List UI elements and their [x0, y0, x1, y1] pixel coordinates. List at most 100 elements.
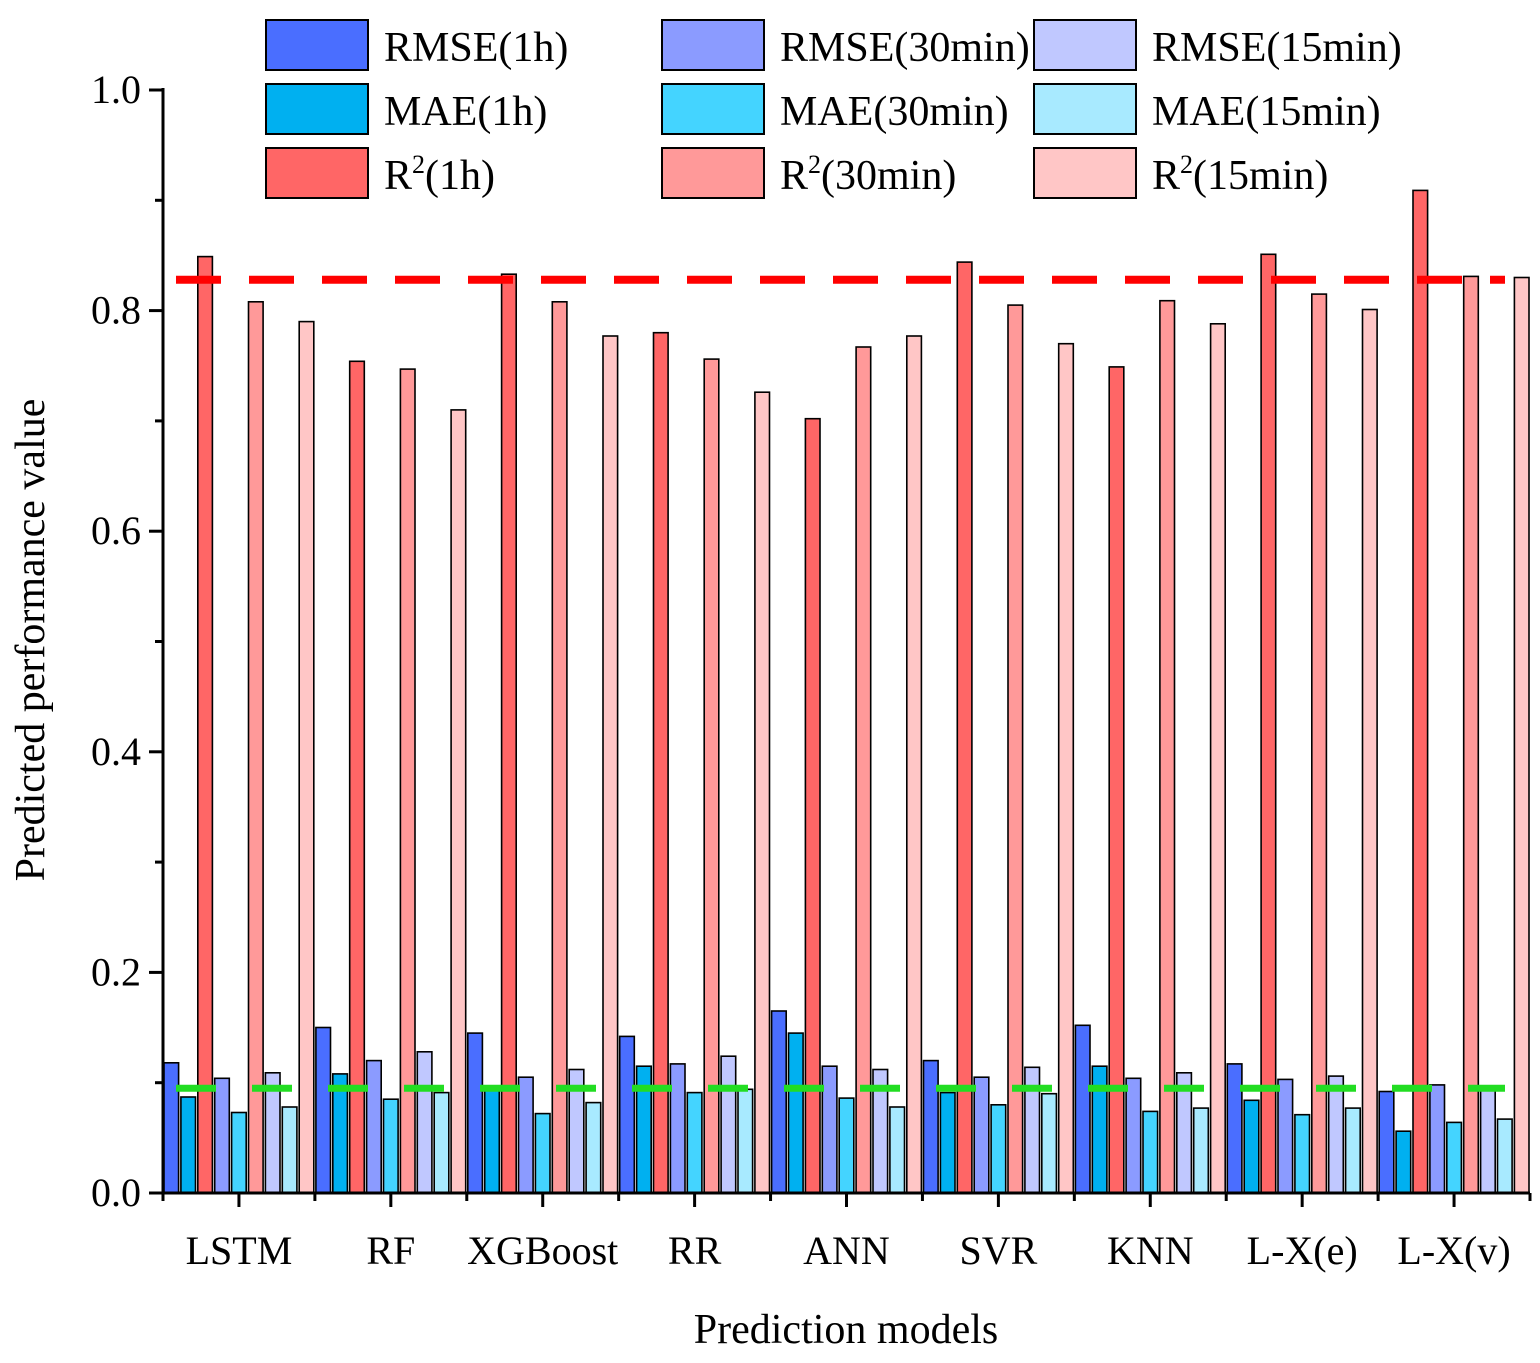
bar-knn-series-4	[1142, 1110, 1159, 1194]
legend: RMSE(1h) MAE(1h) R2(1h) RMSE(30min) MAE(30mi…	[265, 19, 1402, 199]
category-label-svr: SVR	[959, 1228, 1037, 1273]
bar-rr-series-6	[720, 1055, 737, 1194]
y-tick-label: 0.0	[91, 1170, 141, 1215]
bar-xgboost-series-8	[602, 335, 619, 1194]
legend-label-6: RMSE(15min)	[1152, 25, 1402, 71]
legend-label-7: MAE(15min)	[1152, 89, 1381, 135]
bar-lstm-series-3	[213, 1077, 231, 1194]
bar-svr-series-3	[973, 1076, 990, 1194]
y-tick-label: 1.0	[91, 67, 141, 112]
bar-rr-series-7	[737, 1088, 754, 1194]
legend-swatch-8	[1033, 147, 1137, 199]
bar-ann-series-3	[821, 1065, 838, 1194]
bar-lstm-series-7	[281, 1106, 298, 1194]
y-tick-label: 0.2	[91, 949, 141, 994]
legend-label-8: R2(15min)	[1152, 150, 1328, 199]
bar-xgboost-series-3	[517, 1076, 534, 1194]
bar-rf-series-6	[416, 1051, 433, 1194]
legend-label-4: MAE(30min)	[780, 89, 1009, 135]
bar-l-x-v--series-1	[1395, 1130, 1412, 1194]
bar-svr-series-7	[1041, 1092, 1058, 1194]
legend-label-5: R2(30min)	[780, 150, 956, 199]
category-label-rf: RF	[366, 1228, 415, 1273]
bar-l-x-e--series-3	[1277, 1078, 1294, 1194]
bar-xgboost-series-2	[500, 273, 518, 1194]
bar-svr-series-4	[990, 1104, 1007, 1194]
bar-l-x-e--series-1	[1243, 1099, 1260, 1194]
y-axis-title: Predicted performance value	[8, 399, 54, 882]
bar-rf-series-8	[450, 409, 467, 1194]
bar-rr-series-5	[703, 358, 720, 1194]
bar-xgboost-series-0	[466, 1032, 484, 1194]
bar-rf-series-1	[331, 1073, 349, 1194]
category-label-ann: ANN	[803, 1228, 890, 1273]
bar-rr-series-4	[686, 1091, 703, 1194]
bar-svr-series-0	[922, 1059, 939, 1194]
bar-rr-series-8	[754, 391, 771, 1194]
bar-l-x-v--series-0	[1378, 1090, 1395, 1194]
legend-swatch-0	[265, 19, 369, 71]
bar-l-x-e--series-7	[1344, 1107, 1361, 1194]
legend-swatch-6	[1033, 19, 1137, 71]
bar-xgboost-series-5	[551, 300, 568, 1194]
legend-label-2: R2(1h)	[384, 150, 495, 199]
bar-lstm-series-5	[247, 300, 264, 1194]
bar-ann-series-2	[804, 417, 821, 1194]
bar-knn-series-7	[1192, 1107, 1210, 1194]
legend-label-3: RMSE(30min)	[780, 25, 1030, 71]
legend-swatch-1	[265, 83, 369, 135]
legend-swatch-5	[661, 147, 765, 199]
legend-swatch-4	[661, 83, 765, 135]
bar-l-x-e--series-4	[1294, 1113, 1311, 1194]
bar-rf-series-3	[365, 1059, 383, 1194]
bar-ann-series-1	[787, 1032, 804, 1194]
bar-svr-series-8	[1057, 342, 1075, 1194]
bar-rr-series-0	[618, 1035, 636, 1194]
bar-knn-series-3	[1125, 1077, 1142, 1194]
bar-rr-series-2	[652, 331, 669, 1194]
bar-l-x-e--series-5	[1311, 293, 1328, 1194]
bar-l-x-e--series-6	[1327, 1075, 1345, 1194]
y-tick-label: 0.4	[91, 729, 141, 774]
bar-rf-series-2	[348, 360, 366, 1194]
bar-rf-series-5	[399, 368, 416, 1194]
bar-rf-series-0	[315, 1026, 332, 1194]
legend-swatch-2	[265, 147, 369, 199]
bar-svr-series-1	[939, 1091, 956, 1194]
y-tick-label: 0.6	[91, 508, 141, 553]
legend-swatch-3	[661, 19, 765, 71]
bar-xgboost-series-4	[534, 1112, 551, 1194]
bar-l-x-v--series-7	[1496, 1118, 1513, 1194]
bar-l-x-v--series-4	[1446, 1121, 1463, 1194]
bar-knn-series-2	[1108, 366, 1125, 1194]
bar-xgboost-series-1	[483, 1087, 501, 1194]
bar-l-x-v--series-5	[1462, 275, 1480, 1194]
bar-rf-series-4	[382, 1098, 399, 1194]
bar-rf-series-7	[433, 1091, 450, 1194]
legend-label-1: MAE(1h)	[384, 89, 547, 135]
bar-knn-series-8	[1209, 322, 1226, 1194]
bar-ann-series-4	[838, 1097, 855, 1194]
bar-lstm-series-4	[230, 1111, 248, 1194]
bar-lstm-series-1	[180, 1096, 197, 1194]
bar-ann-series-5	[855, 346, 872, 1194]
category-label-xgboost: XGBoost	[467, 1228, 618, 1273]
bar-l-x-v--series-2	[1412, 189, 1429, 1194]
bar-knn-series-5	[1159, 299, 1176, 1194]
reference-lines	[176, 275, 1505, 1092]
bar-ann-series-0	[770, 1010, 787, 1194]
bar-l-x-e--series-8	[1361, 308, 1378, 1194]
legend-swatch-7	[1033, 83, 1137, 135]
axes: 0.0 0.2 0.4 0.6 0.8 1.0 LSTM RF XGBoost RR ANN SVR K…	[91, 67, 1532, 1273]
bar-ann-series-8	[905, 335, 923, 1194]
bar-l-x-v--series-8	[1513, 276, 1530, 1194]
bars	[163, 189, 1530, 1194]
x-axis-title: Prediction models	[694, 1307, 998, 1353]
legend-label-0: RMSE(1h)	[384, 25, 568, 71]
bar-l-x-v--series-6	[1479, 1088, 1496, 1194]
category-label-l-x-v-: L-X(v)	[1397, 1228, 1510, 1273]
category-label-knn: KNN	[1107, 1228, 1194, 1273]
bar-xgboost-series-7	[585, 1101, 602, 1194]
bar-lstm-series-8	[298, 320, 315, 1194]
